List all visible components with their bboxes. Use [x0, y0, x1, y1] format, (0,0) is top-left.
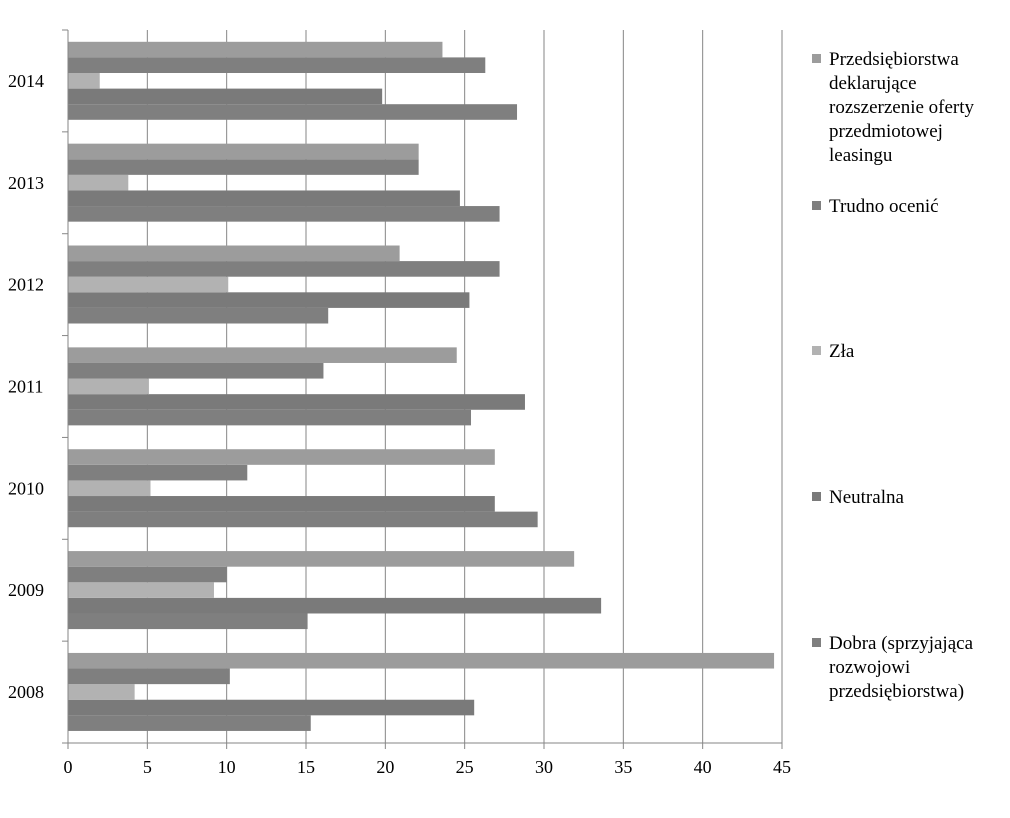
- legend-label: Trudno ocenić: [829, 196, 939, 217]
- bar-2011-series-3: [68, 362, 324, 379]
- y-tick-label-2010: 2010: [8, 478, 44, 498]
- bar-2013-series-2: [68, 174, 129, 191]
- axes: [67, 30, 782, 744]
- bar-2014-series-4: [68, 41, 443, 58]
- x-tick-label-3: 15: [297, 757, 315, 777]
- bar-2014-series-0: [68, 104, 518, 120]
- x-tick-label-5: 25: [456, 757, 474, 777]
- bar-2009-series-4: [68, 551, 575, 567]
- bar-2011-series-0: [68, 409, 472, 426]
- x-tick-labels: 0 5 10 15 20 25 30 35 40 45: [64, 757, 792, 777]
- y-tick-label-2009: 2009: [8, 580, 44, 600]
- bars: [68, 41, 775, 731]
- legend-item-1: Neutralna: [812, 486, 1001, 510]
- bar-2009-series-2: [68, 582, 214, 598]
- gridlines: [146, 30, 783, 743]
- legend-label: Zła: [829, 341, 855, 362]
- bar-2011-series-2: [68, 378, 149, 395]
- bar-2009-series-0: [68, 613, 308, 630]
- x-tick-label-7: 35: [614, 757, 632, 777]
- legend-swatch: [812, 54, 821, 63]
- y-tick-label-2012: 2012: [8, 275, 44, 295]
- bar-2012-series-4: [68, 245, 400, 262]
- bar-2011-series-1: [68, 394, 525, 410]
- bar-2013-series-3: [68, 159, 419, 175]
- bar-2014-series-1: [68, 88, 383, 105]
- legend: Przedsiębiorstwa deklarujące rozszerzeni…: [812, 0, 1007, 760]
- bar-2014-series-2: [68, 73, 100, 89]
- bar-2012-series-0: [68, 307, 329, 324]
- bar-2010-series-1: [68, 496, 495, 512]
- bar-2008-series-3: [68, 668, 230, 685]
- bar-2009-series-1: [68, 597, 602, 614]
- bar-2013-series-4: [68, 143, 419, 160]
- bar-2010-series-4: [68, 449, 495, 465]
- ticks: [62, 29, 783, 749]
- bar-2008-series-2: [68, 684, 135, 700]
- bar-2008-series-4: [68, 652, 775, 669]
- x-tick-label-9: 45: [773, 757, 791, 777]
- bar-2012-series-3: [68, 261, 500, 277]
- bar-2011-series-4: [68, 347, 457, 363]
- legend-item-4: Przedsiębiorstwa deklarujące rozszerzeni…: [812, 48, 1001, 168]
- bar-2010-series-0: [68, 511, 538, 528]
- x-tick-label-8: 40: [694, 757, 712, 777]
- legend-label: Neutralna: [829, 487, 904, 508]
- x-tick-label-2: 10: [218, 757, 236, 777]
- bar-2012-series-2: [68, 276, 229, 293]
- bar-2013-series-1: [68, 190, 460, 207]
- y-tick-label-2014: 2014: [8, 71, 44, 91]
- x-tick-label-4: 20: [376, 757, 394, 777]
- x-tick-label-6: 30: [535, 757, 553, 777]
- bar-2009-series-3: [68, 566, 227, 583]
- bar-2012-series-1: [68, 292, 470, 308]
- y-tick-labels: 2008 2009 2010 2011 2012 2013 2014: [8, 71, 44, 702]
- legend-label: Przedsiębiorstwa deklarujące rozszerzeni…: [829, 49, 975, 166]
- legend-swatch: [812, 201, 821, 210]
- bar-2013-series-0: [68, 206, 500, 222]
- legend-label: Dobra (sprzyjająca rozwojowi przedsiębio…: [829, 633, 974, 702]
- legend-swatch: [812, 492, 821, 501]
- legend-swatch: [812, 346, 821, 355]
- y-tick-label-2008: 2008: [8, 682, 44, 702]
- bar-2010-series-2: [68, 480, 151, 497]
- x-tick-label-0: 0: [64, 757, 73, 777]
- x-tick-label-1: 5: [143, 757, 152, 777]
- bar-2008-series-1: [68, 699, 475, 716]
- legend-item-3: Trudno ocenić: [812, 195, 1001, 219]
- bar-2014-series-3: [68, 57, 486, 73]
- bar-2008-series-0: [68, 715, 311, 731]
- y-tick-label-2013: 2013: [8, 173, 44, 193]
- bar-2010-series-3: [68, 464, 248, 481]
- legend-swatch: [812, 638, 821, 647]
- legend-item-2: Zła: [812, 340, 1001, 364]
- legend-item-0: Dobra (sprzyjająca rozwojowi przedsiębio…: [812, 632, 1001, 704]
- y-tick-label-2011: 2011: [8, 377, 43, 397]
